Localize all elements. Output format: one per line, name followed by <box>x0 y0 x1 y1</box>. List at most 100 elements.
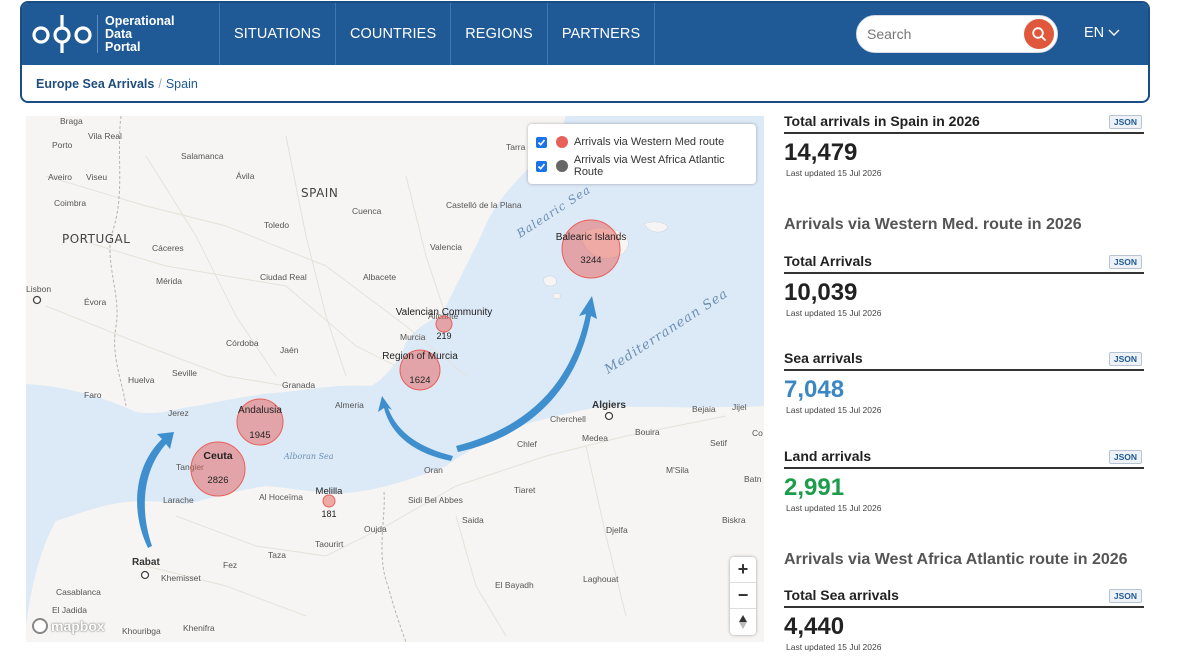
mapbox-label: mapbox <box>51 618 105 634</box>
place-label: Salamanca <box>181 151 224 161</box>
checkbox-western-med[interactable] <box>536 136 547 148</box>
bubble-valencian[interactable]: Valencian Community 219 <box>396 307 493 341</box>
place-label: Faro <box>84 390 102 400</box>
search-icon <box>1032 27 1046 41</box>
place-label: Lisbon <box>26 284 51 294</box>
place-label: El Jadida <box>52 605 87 615</box>
zoom-in-button[interactable]: + <box>730 557 756 583</box>
stat-western-total: Total Arrivals JSON 10,039 Last updated … <box>784 252 1144 318</box>
place-label: Mérida <box>156 276 182 286</box>
mapbox-attribution[interactable]: mapbox <box>32 618 105 634</box>
place-label: Porto <box>52 140 73 150</box>
breadcrumb: Europe Sea Arrivals / Spain <box>36 77 198 91</box>
bubble-balearic-value: 3244 <box>580 255 601 266</box>
bubble-valencian-value: 219 <box>436 331 451 341</box>
island-formentera <box>553 292 561 300</box>
compass-icon <box>739 615 747 629</box>
nav-countries[interactable]: COUNTRIES <box>334 3 450 65</box>
stat-updated: Last updated 15 Jul 2026 <box>786 168 882 178</box>
place-label: Seville <box>172 368 197 378</box>
stat-total-spain: Total arrivals in Spain in 2026 JSON 14,… <box>784 112 1144 178</box>
place-label: Albacete <box>363 272 396 282</box>
legend-dot-grey <box>555 160 568 172</box>
stat-header: Sea arrivals JSON <box>784 349 1144 371</box>
brand-line-2: Data <box>105 27 133 41</box>
brand-line-1: Operational <box>105 14 175 28</box>
nav-partners[interactable]: PARTNERS <box>546 3 656 65</box>
bubble-melilla[interactable]: Melilla 181 <box>316 486 344 519</box>
bubble-murcia[interactable]: Region of Murcia 1624 <box>382 349 458 391</box>
bubble-melilla-label: Melilla <box>316 486 344 497</box>
place-label: Bouira <box>635 427 660 437</box>
bubble-ceuta[interactable]: Ceuta 2826 <box>190 441 246 497</box>
place-label: Jijel <box>732 402 747 412</box>
stat-updated: Last updated 15 Jul 2026 <box>786 405 882 415</box>
nav-situations[interactable]: SITUATIONS <box>219 3 335 65</box>
zoom-out-button[interactable]: − <box>730 583 756 609</box>
stat-updated: Last updated 15 Jul 2026 <box>786 503 882 513</box>
json-button[interactable]: JSON <box>1108 589 1142 603</box>
breadcrumb-separator: / <box>158 77 162 91</box>
breadcrumb-current: Spain <box>165 77 198 91</box>
border-spain-portugal <box>109 116 127 407</box>
header-frame: Operational Data Portal SITUATIONS COUNT… <box>20 1 1150 103</box>
map-canvas: SPAIN PORTUGAL Balearic Sea Mediterranea… <box>26 116 764 642</box>
zoom-controls: + − <box>730 557 756 635</box>
stat-header: Total Arrivals JSON <box>784 252 1144 274</box>
road-network <box>45 135 727 637</box>
compass-button[interactable] <box>730 609 756 635</box>
language-selector[interactable]: EN <box>1084 25 1120 41</box>
bubble-ceuta-value: 2826 <box>207 475 228 486</box>
place-label: Biskra <box>722 515 746 525</box>
place-label: Chlef <box>517 439 537 449</box>
place-label: Tiaret <box>514 485 536 495</box>
place-label: Algiers <box>592 400 626 411</box>
stat-updated: Last updated 15 Jul 2026 <box>786 642 882 652</box>
nav-regions[interactable]: REGIONS <box>450 3 547 65</box>
capital-marker-rabat <box>140 570 150 580</box>
place-label: Casablanca <box>56 587 101 597</box>
legend-atlantic[interactable]: Arrivals via West Africa Atlantic Route <box>536 154 756 178</box>
bubble-ceuta-label: Ceuta <box>203 450 232 462</box>
checkbox-atlantic[interactable] <box>536 160 547 172</box>
place-label: Rabat <box>132 557 160 568</box>
mapbox-logo-icon <box>32 618 48 634</box>
bubble-andalusia[interactable]: Andalusia 1945 <box>236 398 284 446</box>
arrivals-map[interactable]: SPAIN PORTUGAL Balearic Sea Mediterranea… <box>26 116 764 642</box>
place-label: Tarra <box>506 142 526 152</box>
bubble-balearic[interactable]: Balearic Islands 3244 <box>556 219 627 279</box>
arrow-west-med <box>378 396 453 461</box>
stat-sea-arrivals: Sea arrivals JSON 7,048 Last updated 15 … <box>784 349 1144 415</box>
place-label: Co <box>752 428 763 438</box>
json-button[interactable]: JSON <box>1108 255 1142 269</box>
place-label: Murcia <box>400 332 426 342</box>
bubble-andalusia-value: 1945 <box>249 430 270 441</box>
json-button[interactable]: JSON <box>1108 352 1142 366</box>
json-button[interactable]: JSON <box>1108 115 1142 129</box>
bubble-murcia-label: Region of Murcia <box>382 351 458 362</box>
search-box <box>856 15 1058 53</box>
place-label: Huelva <box>128 375 155 385</box>
place-labels: Braga Vila Real Porto Salamanca Aveiro V… <box>26 116 763 636</box>
search-input[interactable] <box>867 24 1017 44</box>
border-morocco-algeria <box>381 491 407 642</box>
route-arrows <box>137 296 597 548</box>
check-icon <box>537 162 546 170</box>
bubble-melilla-value: 181 <box>321 509 336 519</box>
place-label: Castelló de la Plana <box>446 200 522 210</box>
legend-western-med[interactable]: Arrivals via Western Med route <box>536 130 756 154</box>
country-label-portugal: PORTUGAL <box>62 232 130 246</box>
check-icon <box>537 138 546 146</box>
search-button[interactable] <box>1024 19 1054 49</box>
capital-marker-lisbon <box>32 295 42 305</box>
breadcrumb-parent[interactable]: Europe Sea Arrivals <box>36 77 155 91</box>
odp-logo[interactable] <box>32 13 92 55</box>
stat-title: Total Sea arrivals <box>784 587 899 603</box>
bubble-murcia-value: 1624 <box>409 375 430 386</box>
json-button[interactable]: JSON <box>1108 450 1142 464</box>
island-menorca <box>643 221 669 233</box>
brand-name[interactable]: Operational Data Portal <box>105 15 174 54</box>
legend-label-atlantic: Arrivals via West Africa Atlantic Route <box>573 154 725 178</box>
language-label: EN <box>1084 25 1105 41</box>
place-label: Saida <box>462 515 484 525</box>
